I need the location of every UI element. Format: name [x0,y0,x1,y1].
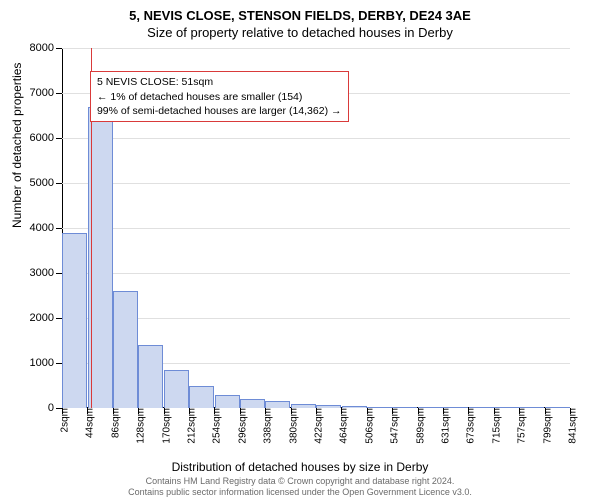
x-tick-label: 128sqm [130,408,147,444]
x-tick-label: 170sqm [155,408,172,444]
x-tick-label: 757sqm [511,408,528,444]
grid-line [62,228,570,229]
histogram-bar [240,399,265,408]
annotation-callout: 5 NEVIS CLOSE: 51sqm← 1% of detached hou… [90,71,349,122]
y-tick-label: 7000 [30,87,62,99]
y-tick-label: 3000 [30,267,62,279]
grid-line [62,273,570,274]
y-tick-label: 6000 [30,132,62,144]
property-size-histogram: 5, NEVIS CLOSE, STENSON FIELDS, DERBY, D… [0,0,600,500]
x-tick-label: 212sqm [181,408,198,444]
x-tick-label: 464sqm [333,408,350,444]
histogram-bar [138,345,163,408]
y-tick-label: 5000 [30,177,62,189]
x-tick-label: 44sqm [79,408,96,438]
x-tick-label: 547sqm [384,408,401,444]
grid-line [62,183,570,184]
x-tick-label: 841sqm [562,408,579,444]
grid-line [62,318,570,319]
histogram-bar [113,291,138,408]
annotation-line: ← 1% of detached houses are smaller (154… [97,90,342,104]
y-axis-title: Number of detached properties [10,63,24,228]
x-tick-label: 2sqm [54,408,71,432]
x-tick-label: 506sqm [358,408,375,444]
x-tick-label: 589sqm [409,408,426,444]
histogram-bar [62,233,87,409]
footer-line-2: Contains public sector information licen… [0,487,600,498]
x-tick-label: 296sqm [231,408,248,444]
x-tick-label: 799sqm [536,408,553,444]
histogram-bar [189,386,214,409]
x-axis-title: Distribution of detached houses by size … [0,460,600,474]
histogram-bar [215,395,240,409]
histogram-bar [164,370,189,408]
y-tick-label: 8000 [30,42,62,54]
x-tick-label: 380sqm [282,408,299,444]
y-tick-label: 4000 [30,222,62,234]
x-tick-label: 673sqm [460,408,477,444]
grid-line [62,48,570,49]
chart-title: 5, NEVIS CLOSE, STENSON FIELDS, DERBY, D… [0,0,600,23]
y-tick-label: 2000 [30,312,62,324]
chart-subtitle: Size of property relative to detached ho… [0,23,600,40]
annotation-line: 99% of semi-detached houses are larger (… [97,104,342,118]
plot-area: 0100020003000400050006000700080002sqm44s… [62,48,570,408]
histogram-bar [265,401,290,408]
y-tick-label: 1000 [30,357,62,369]
footer-attribution: Contains HM Land Registry data © Crown c… [0,476,600,498]
x-tick-label: 254sqm [206,408,223,444]
annotation-line: 5 NEVIS CLOSE: 51sqm [97,75,342,89]
x-tick-label: 86sqm [104,408,121,438]
grid-line [62,138,570,139]
footer-line-1: Contains HM Land Registry data © Crown c… [0,476,600,487]
x-tick-label: 715sqm [485,408,502,444]
x-tick-label: 422sqm [308,408,325,444]
x-tick-label: 338sqm [257,408,274,444]
x-tick-label: 631sqm [435,408,452,444]
